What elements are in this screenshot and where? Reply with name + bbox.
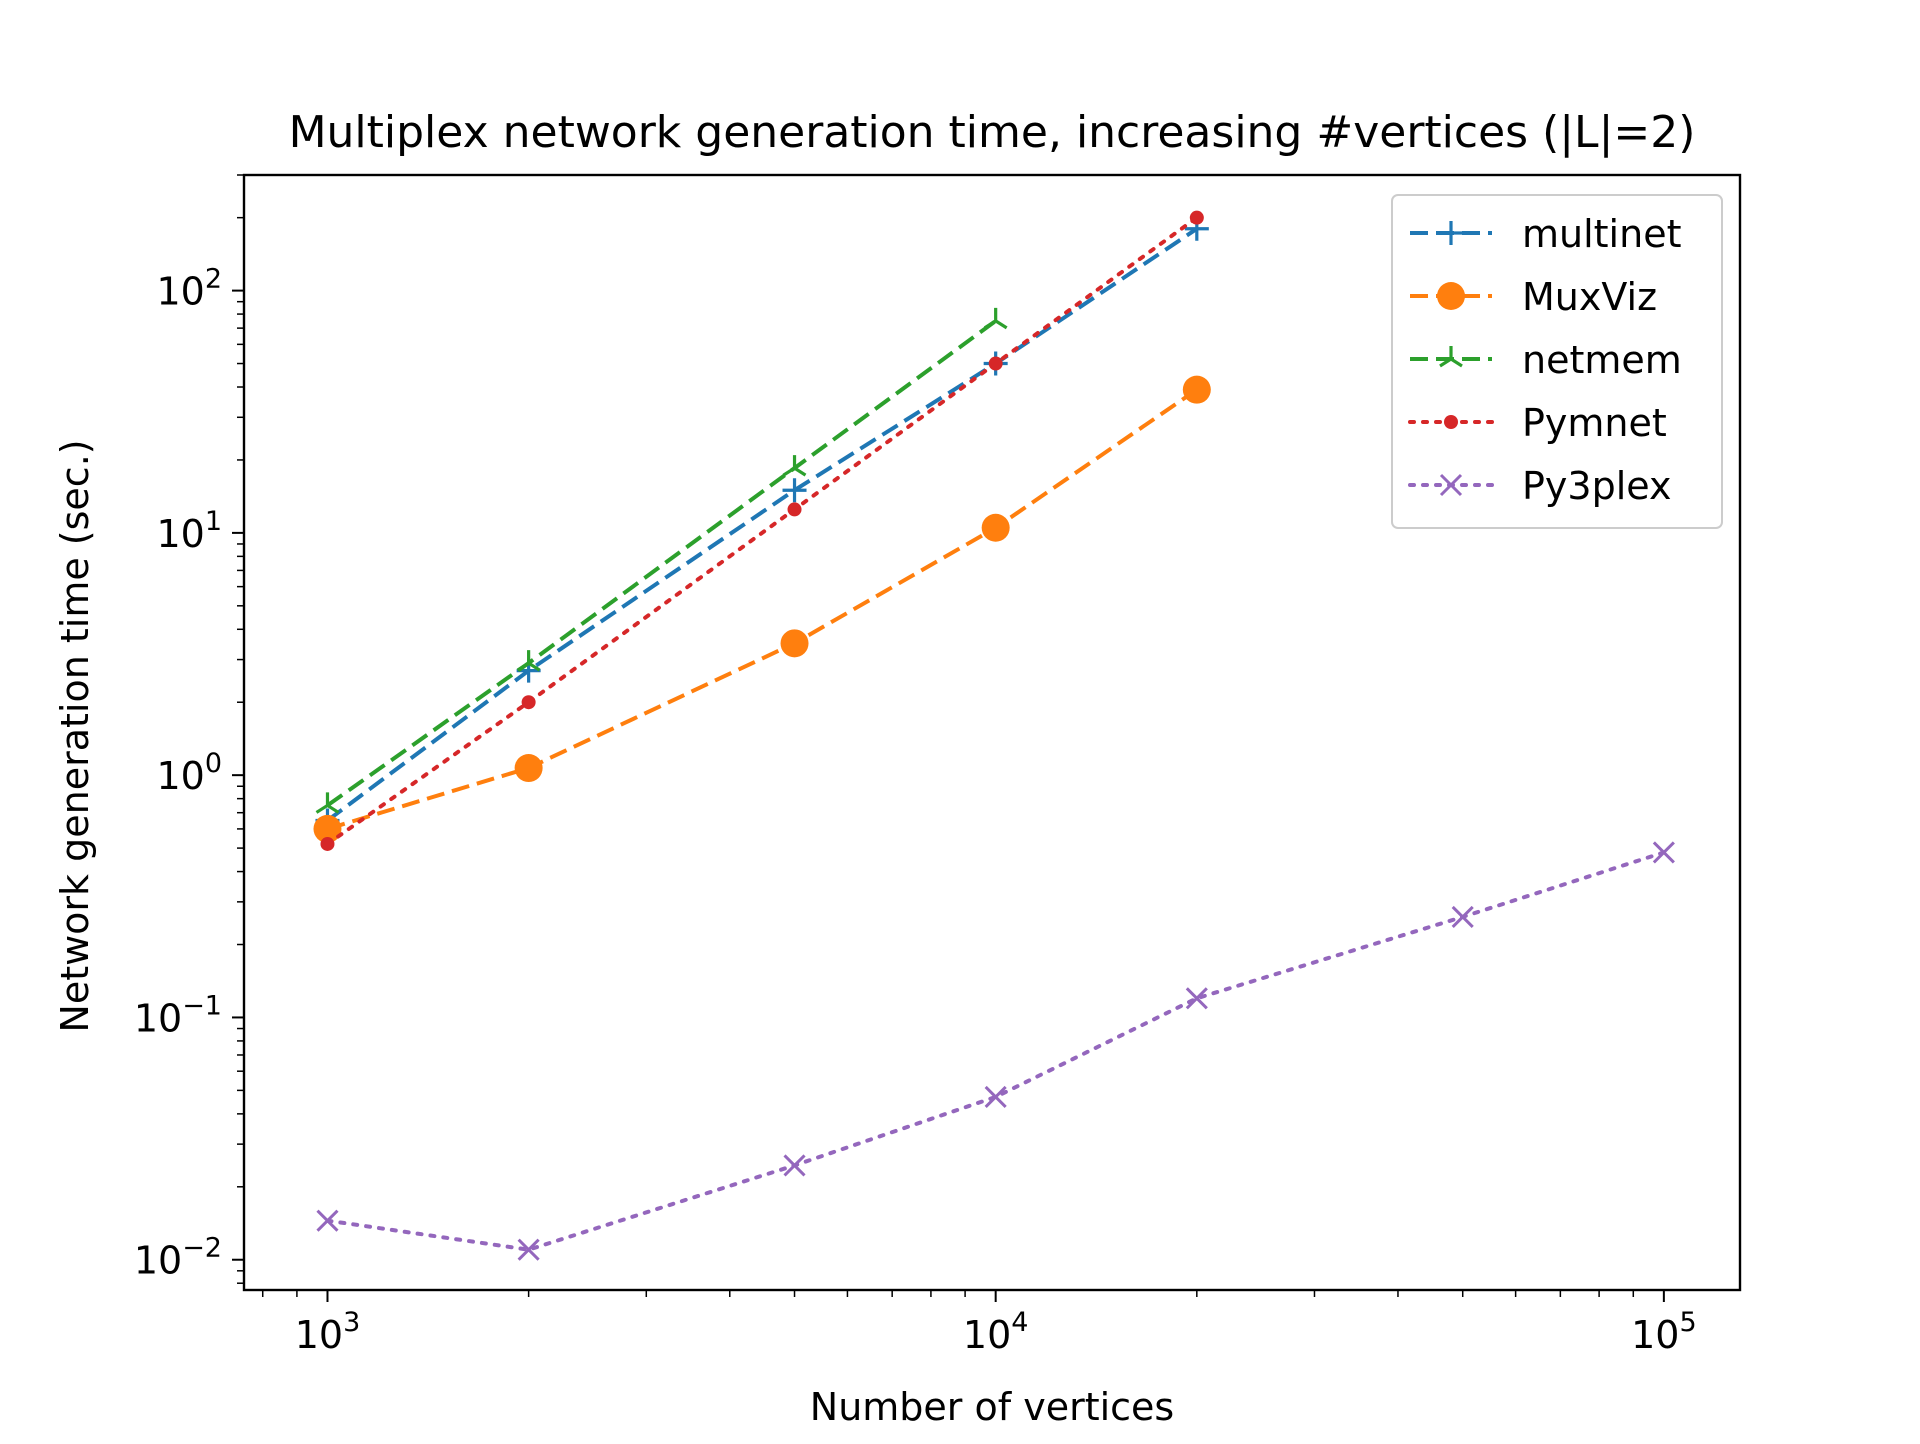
- y-tick-label: 10−1: [134, 990, 222, 1040]
- y-tick-exponent: 1: [205, 506, 222, 537]
- legend-entry: Pymnet: [1408, 401, 1667, 445]
- data-point: [313, 814, 342, 843]
- data-point: [783, 1154, 806, 1177]
- series-line: [326, 388, 1198, 831]
- data-point: [516, 650, 541, 672]
- legend-label: netmem: [1522, 338, 1682, 382]
- data-point: [1185, 987, 1208, 1010]
- y-tick-label: 101: [156, 506, 222, 556]
- data-point: [521, 695, 536, 710]
- x-tick-exponent: 4: [1011, 1307, 1028, 1338]
- legend-entry: multinet: [1410, 212, 1681, 256]
- legend-label: multinet: [1522, 212, 1681, 256]
- data-point: [315, 792, 340, 814]
- x-tick-label: 104: [963, 1307, 1029, 1357]
- legend-marker: [1439, 346, 1463, 368]
- y-tick-label: 100: [156, 748, 222, 798]
- series-line: [325, 850, 1666, 1252]
- legend-label: Py3plex: [1522, 464, 1671, 508]
- y-tick-exponent: 0: [205, 748, 222, 779]
- x-axis-label: Number of vertices: [810, 1385, 1174, 1429]
- data-point: [780, 629, 809, 658]
- legend-marker: [1439, 473, 1463, 497]
- x-tick-base: 10: [1631, 1313, 1679, 1357]
- legend-entry: MuxViz: [1410, 275, 1657, 319]
- series-pymnet: [320, 210, 1204, 851]
- data-point: [984, 1085, 1007, 1108]
- legend-marker: [1444, 415, 1458, 429]
- series-netmem: [315, 307, 1008, 814]
- data-point: [981, 513, 1010, 542]
- series-muxviz: [313, 375, 1211, 843]
- series-line: [325, 215, 1199, 846]
- legend-marker: [1437, 282, 1465, 310]
- legend-box: [1391, 194, 1723, 529]
- x-tick-exponent: 3: [343, 1307, 360, 1338]
- y-tick-base: 10: [156, 512, 204, 556]
- chart-title: Multiplex network generation time, incre…: [289, 107, 1696, 158]
- x-tick-label: 103: [295, 1307, 361, 1357]
- legend-marker: [1439, 221, 1463, 245]
- data-point: [517, 1238, 540, 1261]
- legend-label: Pymnet: [1522, 401, 1667, 445]
- data-point: [1182, 375, 1211, 404]
- x-tick-base: 10: [295, 1313, 343, 1357]
- y-axis-label: Network generation time (sec.): [53, 439, 97, 1032]
- y-tick-exponent: −1: [182, 990, 222, 1021]
- data-point: [782, 478, 807, 503]
- data-point: [320, 836, 335, 851]
- y-tick-exponent: 2: [205, 264, 222, 295]
- y-tick-exponent: −2: [182, 1233, 222, 1264]
- legend-entry: Py3plex: [1408, 464, 1671, 508]
- series-line: [326, 227, 1198, 823]
- data-point: [1652, 841, 1675, 864]
- data-point: [1189, 210, 1204, 225]
- data-point: [514, 754, 543, 783]
- axes-frame: [242, 173, 1742, 1292]
- data-point: [983, 307, 1008, 330]
- data-point: [787, 502, 802, 517]
- x-tick-base: 10: [963, 1313, 1011, 1357]
- data-point: [316, 1209, 339, 1232]
- series-line: [326, 319, 997, 808]
- y-tick-base: 10: [156, 754, 204, 798]
- series-py3plex: [316, 841, 1675, 1261]
- y-tick-base: 10: [134, 1239, 182, 1283]
- x-tick-label: 105: [1631, 1307, 1697, 1357]
- x-tick-exponent: 5: [1679, 1307, 1696, 1338]
- y-tick-base: 10: [156, 270, 204, 314]
- y-tick-label: 102: [156, 264, 222, 314]
- legend-label: MuxViz: [1522, 275, 1657, 319]
- data-point: [782, 455, 807, 477]
- y-tick-base: 10: [134, 996, 182, 1040]
- legend-entry: netmem: [1410, 338, 1682, 382]
- y-tick-label: 10−2: [134, 1233, 222, 1283]
- series-multinet: [315, 216, 1209, 833]
- legend: multinet MuxViz netmem Pymnet Py3plex: [1391, 194, 1723, 529]
- data-point: [1451, 905, 1474, 928]
- plot-area: [313, 210, 1675, 1261]
- data-point: [988, 356, 1003, 371]
